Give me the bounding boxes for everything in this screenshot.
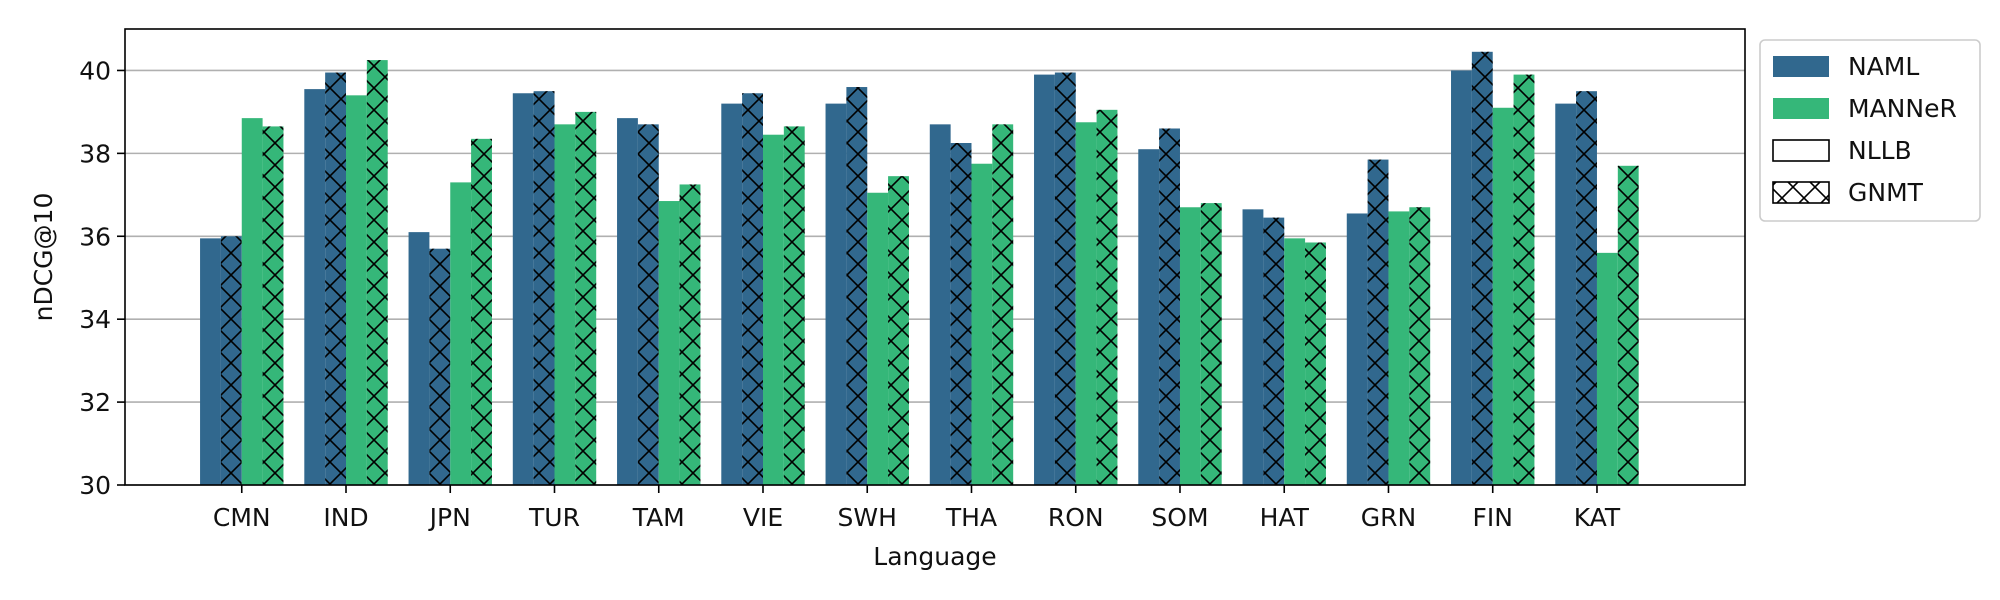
bar-hatch (262, 126, 284, 485)
bar (1388, 211, 1410, 485)
bar-hatch (1367, 159, 1389, 485)
bar-hatch (637, 124, 659, 485)
bar (762, 134, 784, 485)
y-axis-label: nDCG@10 (29, 193, 58, 322)
bar (867, 192, 889, 485)
bar-hatch (325, 72, 347, 485)
x-tick-label: IND (323, 503, 368, 532)
x-tick-label: KAT (1574, 503, 1621, 532)
bar (658, 201, 680, 485)
bar (241, 118, 263, 486)
bar-hatch (533, 91, 555, 485)
x-tick-label: RON (1048, 503, 1104, 532)
x-tick-label: GRN (1361, 503, 1416, 532)
bar-hatch (1054, 72, 1076, 485)
bar-hatch (220, 236, 242, 485)
bar (1451, 70, 1472, 486)
bar (825, 103, 847, 486)
bar (1242, 209, 1264, 485)
legend-label: GNMT (1848, 178, 1924, 207)
x-axis-label: Language (873, 542, 996, 571)
bar-hatch (888, 176, 909, 485)
legend-label: NLLB (1848, 136, 1912, 165)
bar (450, 182, 472, 485)
bar-hatch (1617, 165, 1639, 486)
x-axis-ticks: CMN IND JPN TUR TAM VIE SWH THA RON SOM HAT GRN FIN K… (213, 485, 1621, 532)
bar (971, 163, 993, 485)
bar-hatch (471, 138, 492, 485)
bars (200, 51, 1639, 486)
y-tick-label: 40 (79, 56, 111, 85)
legend-swatch (1772, 139, 1830, 162)
x-tick-label: THA (945, 503, 997, 532)
x-tick-label: TAM (632, 503, 685, 532)
x-tick-label: SOM (1151, 503, 1208, 532)
bar-hatch (1200, 203, 1222, 486)
bar-hatch (1305, 242, 1326, 485)
bar (1555, 103, 1577, 486)
plot-frame (124, 28, 1746, 486)
bar (408, 232, 430, 485)
bar (554, 124, 576, 485)
bar (200, 238, 221, 485)
x-tick-label: VIE (743, 503, 783, 532)
legend: NAML MANNeR NLLB GNMT (1759, 39, 1981, 222)
bar (1346, 213, 1368, 486)
y-tick-label: 32 (79, 388, 111, 417)
x-tick-label: TUR (528, 503, 580, 532)
y-tick-label: 38 (79, 139, 111, 168)
bar-hatch (679, 184, 701, 486)
bar-hatch (366, 60, 388, 485)
bar-hatch (1096, 109, 1118, 485)
bar-hatch (1513, 74, 1535, 485)
bar (1075, 122, 1097, 485)
legend-label: MANNeR (1848, 94, 1957, 123)
legend-swatch-hatch (1773, 182, 1829, 203)
bar (1596, 252, 1618, 485)
bar-hatch (846, 87, 868, 485)
bar-hatch (992, 124, 1014, 485)
bar (1492, 107, 1514, 485)
bar-hatch (1409, 207, 1431, 485)
y-axis-ticks: 30 32 34 36 38 40 (79, 56, 125, 500)
legend-label: NAML (1848, 52, 1919, 81)
bar (512, 93, 534, 485)
y-tick-label: 36 (79, 222, 111, 251)
bar-hatch (1471, 51, 1493, 486)
legend-swatch (1773, 98, 1829, 119)
x-tick-label: HAT (1260, 503, 1310, 532)
bar-hatch (950, 143, 972, 485)
bar (346, 95, 367, 485)
bar-hatch (783, 126, 805, 485)
bar (1138, 149, 1160, 485)
legend-swatch (1773, 56, 1829, 77)
bar (617, 118, 638, 486)
x-tick-label: CMN (213, 503, 271, 532)
bar (304, 89, 326, 485)
bar-hatch (575, 111, 597, 485)
bar (1284, 238, 1306, 485)
bar (929, 124, 951, 485)
bar (1034, 74, 1055, 485)
x-tick-label: FIN (1472, 503, 1512, 532)
y-tick-label: 34 (79, 305, 111, 334)
bar (721, 103, 743, 486)
bar-hatch (1263, 217, 1285, 486)
x-tick-label: JPN (428, 503, 471, 532)
bar-hatch (1576, 91, 1597, 485)
y-tick-label: 30 (79, 471, 111, 500)
legend-box (1759, 39, 1981, 222)
bar-hatch (429, 248, 451, 485)
x-tick-label: SWH (838, 503, 897, 532)
bar (1179, 207, 1201, 485)
bar-hatch (1159, 128, 1180, 485)
bar-hatch (742, 93, 763, 485)
